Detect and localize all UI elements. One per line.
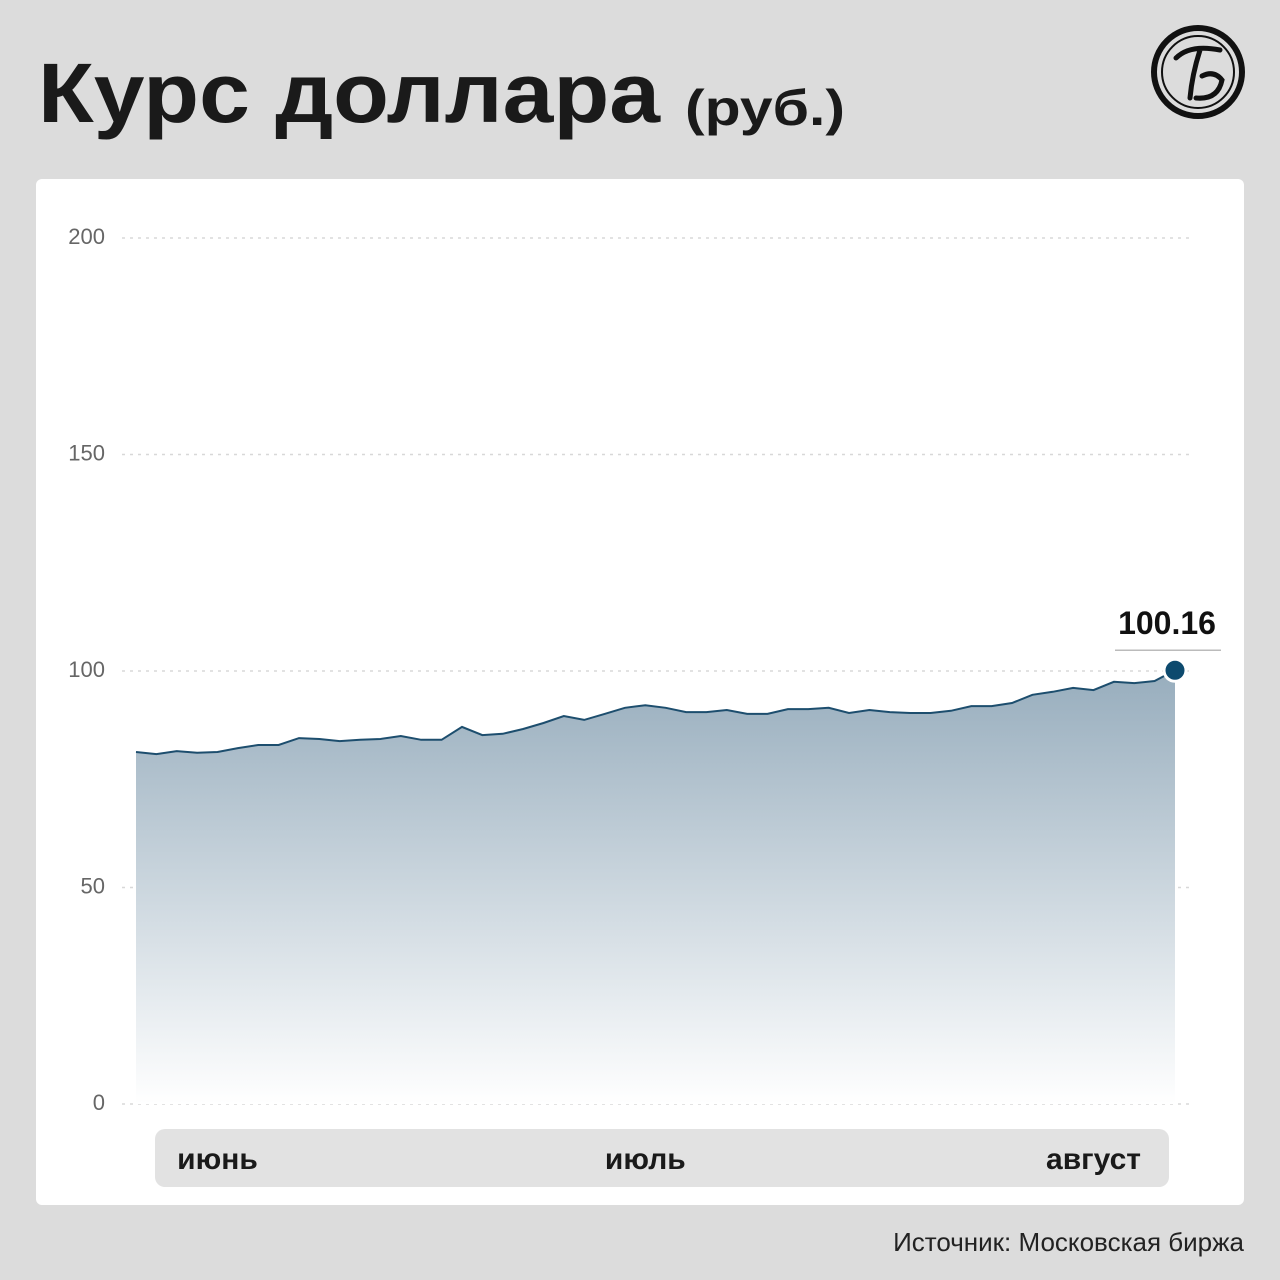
- y-tick-label: 50: [81, 873, 105, 898]
- chart-subtitle: (руб.): [685, 80, 845, 136]
- y-tick-label: 200: [68, 224, 105, 249]
- logo: [1151, 25, 1245, 119]
- chart-title: Курс доллара: [38, 46, 661, 140]
- y-tick-label: 0: [93, 1090, 105, 1115]
- y-tick-label: 150: [68, 440, 105, 465]
- line: [135, 669, 1176, 756]
- last-point: [1162, 657, 1188, 683]
- x-axis-band: [155, 1129, 1169, 1187]
- x-tick-label: июль: [605, 1143, 686, 1176]
- y-tick-label: 100: [68, 657, 105, 682]
- x-tick-label: июнь: [177, 1143, 258, 1176]
- value-label: 100.16: [1118, 605, 1216, 641]
- area: [136, 670, 1175, 1104]
- x-tick-label: август: [1046, 1143, 1141, 1176]
- source-note: Источник: Московская биржа: [893, 1227, 1244, 1257]
